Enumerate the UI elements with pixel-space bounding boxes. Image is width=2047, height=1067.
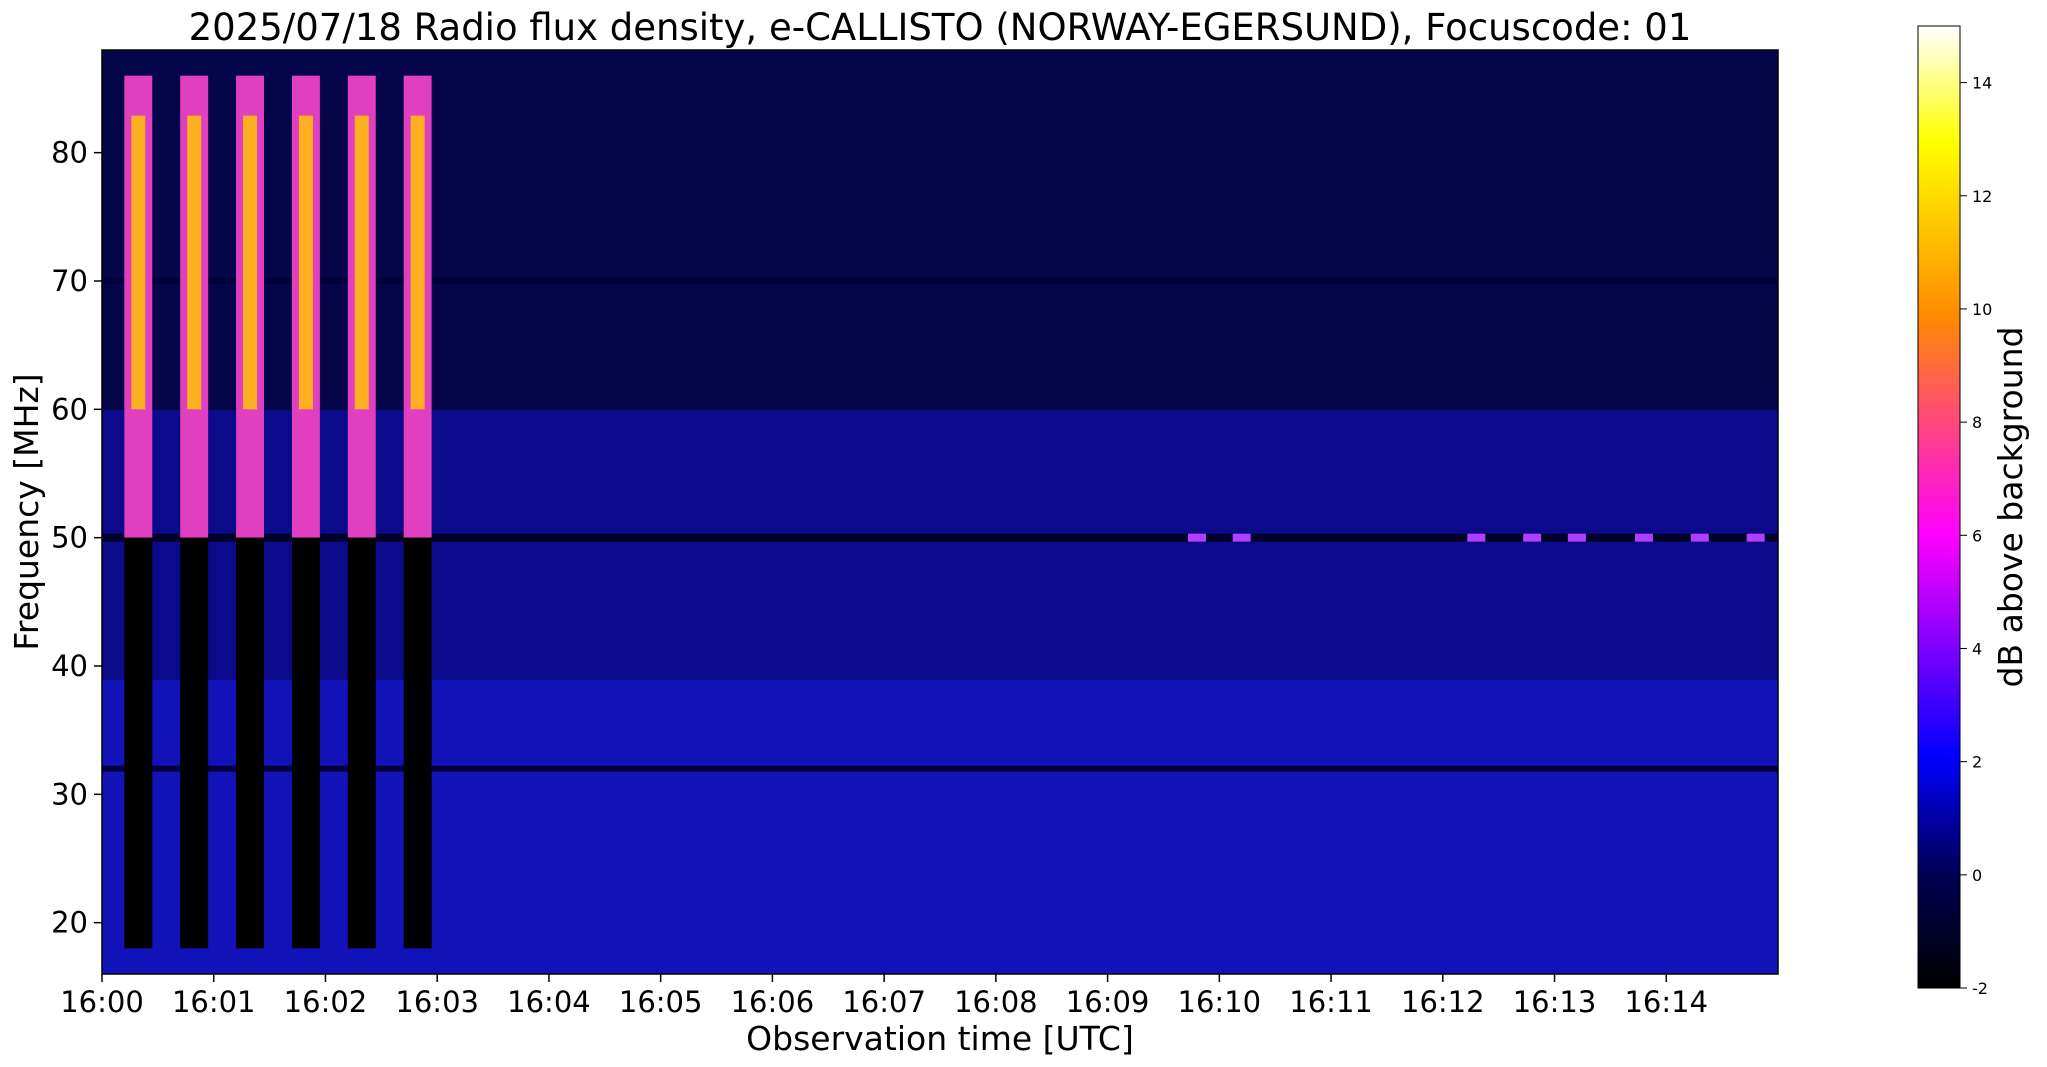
burst-dark-column <box>236 537 265 949</box>
x-tick-label: 16:02 <box>284 985 368 1019</box>
burst-peak <box>410 115 425 410</box>
colorbar-tick-label: 14 <box>1972 74 1992 93</box>
x-tick-label: 16:05 <box>619 985 703 1019</box>
x-axis-ticks: 16:00 16:01 16:02 16:03 16:04 16:05 16:06 16:07… <box>60 974 1708 1019</box>
colorbar <box>1917 25 1961 989</box>
burst-peak <box>187 115 202 410</box>
colorbar-tick-label: 10 <box>1972 300 1992 319</box>
x-tick-label: 16:08 <box>954 985 1038 1019</box>
plot-area <box>102 50 1778 974</box>
y-axis-label: Frequency [MHz] <box>7 373 46 650</box>
burst-peak <box>298 115 313 410</box>
colorbar-tick-label: 8 <box>1972 413 1982 432</box>
upper-band-dark <box>102 50 1778 410</box>
emission-spot <box>1187 533 1206 542</box>
emission-line <box>102 533 1778 542</box>
calibration-bursts <box>124 75 432 949</box>
y-tick-label: 20 <box>51 906 88 940</box>
emission-spot <box>1467 533 1486 542</box>
x-tick-label: 16:13 <box>1513 985 1597 1019</box>
y-tick-label: 70 <box>51 264 88 298</box>
burst-dark-column <box>180 537 209 949</box>
colorbar-tick-label: 6 <box>1972 526 1982 545</box>
colorbar-tick-label: 0 <box>1972 866 1982 885</box>
x-tick-label: 16:03 <box>395 985 479 1019</box>
colorbar-ticks: -2 0 2 4 6 8 10 12 14 <box>1960 74 1992 998</box>
x-tick-label: 16:11 <box>1289 985 1373 1019</box>
y-tick-label: 50 <box>51 521 88 555</box>
burst-dark-column <box>347 537 376 949</box>
y-tick-label: 80 <box>51 136 88 170</box>
burst-peak <box>354 115 369 410</box>
burst-dark-column <box>291 537 320 949</box>
emission-spot <box>1690 533 1709 542</box>
x-tick-label: 16:00 <box>60 985 144 1019</box>
colorbar-tick-label: 2 <box>1972 753 1982 772</box>
emission-spot <box>1746 533 1765 542</box>
y-tick-label: 60 <box>51 392 88 426</box>
emission-spot <box>1232 533 1251 542</box>
colorbar-label: dB above background <box>1991 327 2030 688</box>
y-tick-label: 30 <box>51 777 88 811</box>
plot-frame <box>101 49 1779 975</box>
interference-line <box>102 278 1778 284</box>
colorbar-tick-label: 12 <box>1972 187 1992 206</box>
colorbar-tick-label: 4 <box>1972 639 1982 658</box>
emission-spot <box>1634 533 1653 542</box>
x-tick-label: 16:04 <box>507 985 591 1019</box>
chart-title: 2025/07/18 Radio flux density, e-CALLIST… <box>189 6 1692 49</box>
x-tick-label: 16:06 <box>731 985 815 1019</box>
interference-line <box>102 765 1778 772</box>
emission-spot <box>1567 533 1586 542</box>
x-tick-label: 16:14 <box>1624 985 1708 1019</box>
x-tick-label: 16:12 <box>1401 985 1485 1019</box>
x-tick-label: 16:10 <box>1178 985 1262 1019</box>
x-tick-label: 16:09 <box>1066 985 1150 1019</box>
lower-band-bright <box>102 680 1778 974</box>
y-axis-ticks: 20 30 40 50 60 70 80 <box>51 136 102 940</box>
y-tick-label: 40 <box>51 649 88 683</box>
emission-spot <box>1523 533 1542 542</box>
burst-dark-column <box>124 537 153 949</box>
spectral-features <box>102 278 1778 772</box>
colorbar-tick-label: -2 <box>1972 979 1988 998</box>
burst-dark-column <box>403 537 432 949</box>
x-tick-label: 16:07 <box>842 985 926 1019</box>
x-axis-label: Observation time [UTC] <box>746 1019 1134 1058</box>
x-tick-label: 16:01 <box>172 985 256 1019</box>
burst-peak <box>243 115 258 410</box>
burst-peak <box>131 115 146 410</box>
